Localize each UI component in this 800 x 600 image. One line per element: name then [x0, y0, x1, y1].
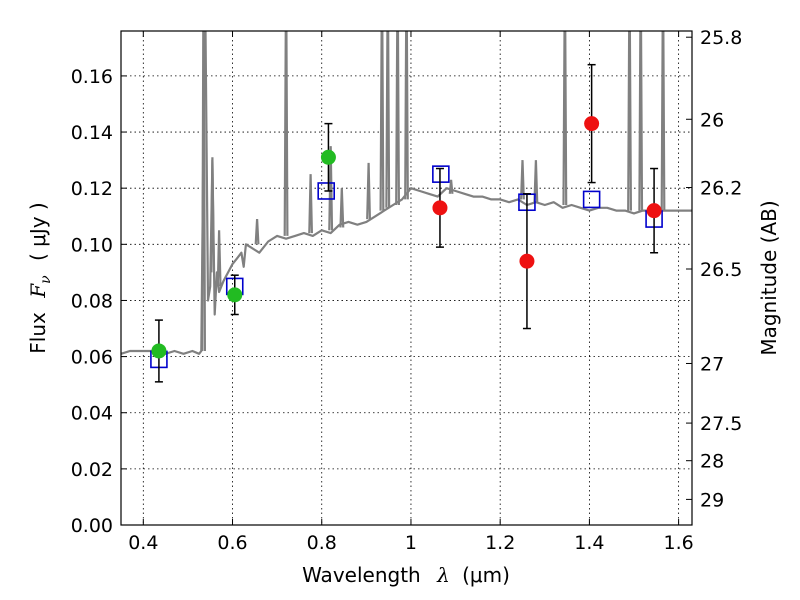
emission-line: [210, 157, 215, 273]
x-axis-title-symbol: λ: [436, 563, 450, 587]
y-axis-title: Flux Fν ( μJy ): [26, 202, 55, 353]
x-tick-label: 1: [405, 532, 417, 554]
x-axis-title: Wavelength λ (μm): [302, 563, 510, 587]
y-tick-label: 0.06: [71, 347, 113, 369]
y2-tick-label: 28: [700, 451, 724, 473]
model-square-marker: [582, 190, 601, 209]
emission-line: [283, 31, 289, 236]
x-tick-label: 0.4: [128, 532, 158, 554]
emission-line: [638, 31, 644, 211]
y2-axis-title: Magnitude (AB): [757, 200, 781, 355]
emission-line: [308, 174, 313, 234]
y-tick-label: 0.02: [71, 459, 113, 481]
x-tick-label: 0.8: [307, 532, 337, 554]
emission-line: [562, 31, 568, 206]
y2-tick-label: 25.8: [700, 27, 742, 49]
emission-line: [201, 31, 206, 352]
y2-tick-label: 26: [700, 109, 724, 131]
emission-line: [328, 146, 334, 231]
y2-tick-label: 27: [700, 353, 724, 375]
y-axis-title-unit: ( μJy ): [26, 202, 50, 261]
nir-data-point: [519, 253, 535, 269]
y-axis-title-subscript: ν: [38, 275, 54, 284]
emission-line: [339, 188, 345, 228]
emission-line: [379, 31, 385, 211]
x-tick-label: 0.6: [217, 532, 247, 554]
y-axis-title-text: Flux: [26, 312, 50, 354]
model-square-marker: [432, 165, 450, 183]
y-tick-label: 0.00: [71, 515, 113, 537]
y-tick-label: 0.14: [71, 122, 113, 144]
spectrum-line: [121, 31, 692, 355]
axes: 0.4 0.6 0.8 1 1.2 1.4 1.6 0.00 0.02 0.04 0.06 0.08 0…: [71, 27, 743, 554]
x-axis-title-text: Wavelength: [302, 563, 421, 587]
y-tick-label: 0.16: [71, 66, 113, 88]
x-tick-label: 1.6: [664, 532, 694, 554]
optical-data-point: [227, 287, 243, 303]
optical-data-point: [320, 149, 336, 165]
x-tick-label: 1.4: [574, 532, 604, 554]
emission-line: [385, 31, 391, 208]
nir-data-point: [432, 200, 448, 216]
emission-line: [254, 219, 260, 245]
emission-line: [366, 162, 371, 220]
y-tick-label: 0.04: [71, 403, 113, 425]
plot-frame: [120, 30, 693, 526]
emission-line: [520, 160, 525, 200]
y-axis-title-symbol: F: [26, 283, 50, 299]
plot-area: [121, 31, 692, 383]
emission-line: [627, 31, 633, 211]
nir-data-point: [584, 116, 600, 132]
emission-line: [216, 230, 222, 287]
y-tick-label: 0.08: [71, 290, 113, 312]
nir-data-point: [646, 203, 662, 219]
model-square-marker: [317, 182, 336, 200]
emission-line: [448, 179, 454, 194]
x-axis-title-unit: (μm): [462, 563, 510, 587]
y-tick-label: 0.12: [71, 178, 113, 200]
emission-line: [533, 160, 539, 203]
y2-tick-label: 29: [700, 489, 724, 511]
y2-tick-label: 26.2: [700, 178, 742, 200]
y2-tick-label: 26.5: [700, 259, 742, 281]
optical-data-point: [151, 343, 167, 359]
y2-tick-label: 27.5: [700, 413, 742, 435]
emission-line: [660, 31, 666, 211]
emission-line: [404, 31, 409, 200]
emission-line: [395, 31, 400, 206]
x-tick-label: 1.2: [485, 532, 515, 554]
y-tick-label: 0.10: [71, 234, 113, 256]
